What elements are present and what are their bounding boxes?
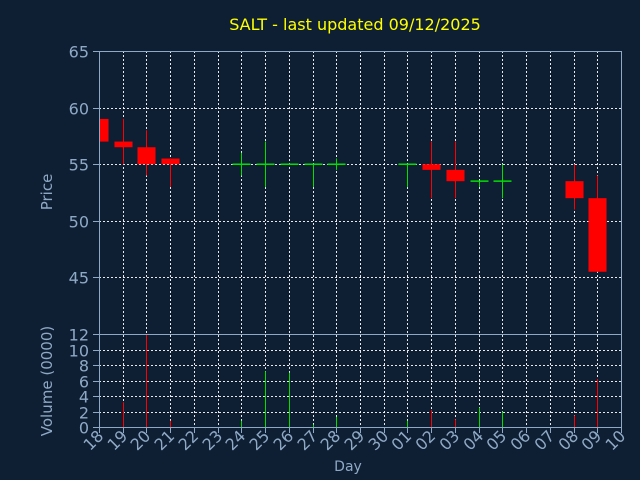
candle-body: [422, 164, 441, 170]
volume-bars: [123, 334, 598, 427]
volume-tick-label: 10: [69, 342, 89, 361]
price-tick-label: 50: [69, 213, 89, 232]
plot-frames: [99, 51, 622, 428]
volume-tick-label: 2: [79, 404, 89, 423]
x-axis-label: Day: [334, 459, 362, 475]
price-tick-label: 60: [69, 100, 89, 119]
tick-labels: 6560555045121086420181920212223242526272…: [69, 43, 630, 455]
price-axis-label: Price: [38, 174, 56, 211]
volume-axis-label: Volume (0000): [38, 326, 56, 436]
volume-tick-label: 8: [79, 357, 89, 376]
volume-panel-frame: [99, 334, 622, 428]
price-candles: [99, 118, 607, 272]
volume-tick-label: 6: [79, 373, 89, 392]
candle-body: [161, 158, 180, 165]
chart-title: SALT - last updated 09/12/2025: [229, 15, 481, 34]
volume-tick-label: 0: [79, 419, 89, 438]
candle-body: [99, 118, 109, 142]
candle-body: [446, 169, 465, 182]
volume-tick-label: 4: [79, 388, 89, 407]
candle-body: [137, 147, 156, 165]
price-tick-label: 45: [69, 269, 89, 288]
day-tick-label: 10: [601, 426, 629, 454]
candle-body: [588, 198, 607, 272]
price-tick-label: 65: [69, 43, 89, 62]
candle-body: [565, 181, 584, 199]
price-tick-label: 55: [69, 156, 89, 175]
volume-tick-label: 12: [69, 326, 89, 345]
grid: [93, 51, 622, 433]
candle-body: [114, 141, 133, 148]
